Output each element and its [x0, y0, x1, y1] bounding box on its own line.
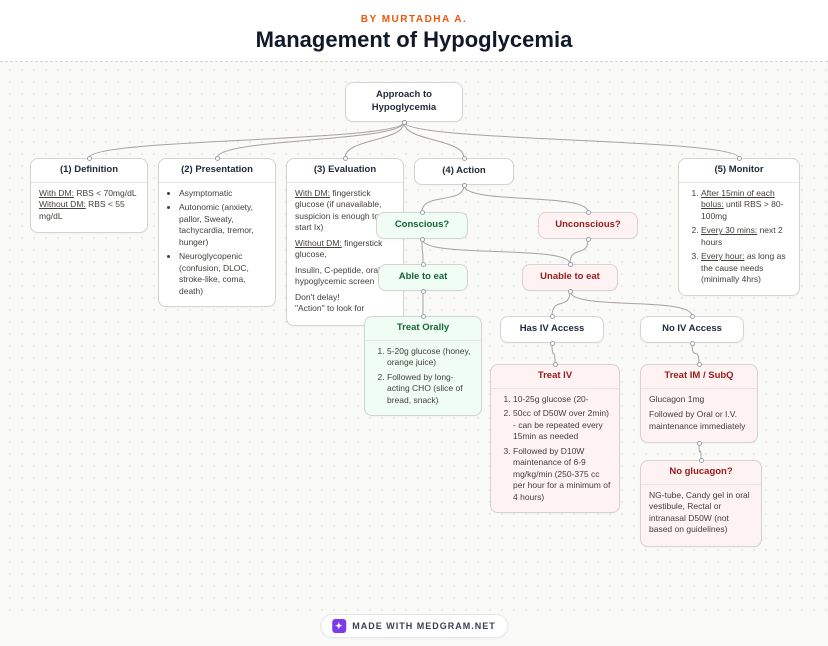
node-title: Approach to Hypoglycemia: [354, 89, 454, 115]
node-no_gluc[interactable]: No glucagon? NG-tube, Candy gel in oral v…: [640, 460, 762, 547]
node-title: No IV Access: [649, 323, 735, 336]
node-body: 5-20g glucose (honey, orange juice)Follo…: [373, 346, 473, 406]
connector-dot: [462, 156, 467, 161]
node-title: (3) Evaluation: [287, 159, 403, 183]
connector-dot: [421, 262, 426, 267]
node-title: No glucagon?: [641, 461, 761, 485]
connector-dot: [420, 237, 425, 242]
header: BY MURTADHA A. Management of Hypoglycemi…: [0, 0, 828, 62]
made-with-badge[interactable]: ✦ MADE WITH MEDGRAM.NET: [320, 614, 508, 638]
connector-dot: [690, 341, 695, 346]
edge: [422, 185, 464, 212]
flowchart-canvas: Approach to Hypoglycemia (1) Definition Wi…: [0, 60, 828, 620]
node-conscious[interactable]: Conscious?: [376, 212, 468, 239]
edge: [404, 122, 464, 158]
node-title: Treat IV: [491, 365, 619, 389]
edge: [422, 239, 570, 264]
connector-dot: [699, 458, 704, 463]
edge: [345, 122, 404, 158]
edge: [464, 185, 588, 212]
node-title: Able to eat: [387, 271, 459, 284]
connector-dot: [87, 156, 92, 161]
edge: [404, 122, 739, 158]
node-definition[interactable]: (1) Definition With DM: RBS < 70mg/dLWith…: [30, 158, 148, 233]
edge: [552, 291, 570, 316]
node-title: Unable to eat: [531, 271, 609, 284]
node-no_iv[interactable]: No IV Access: [640, 316, 744, 343]
node-title: Conscious?: [385, 219, 459, 232]
connector-dot: [421, 314, 426, 319]
connector-dot: [568, 289, 573, 294]
connector-dot: [343, 156, 348, 161]
medgram-logo-icon: ✦: [332, 619, 346, 633]
node-action[interactable]: (4) Action: [414, 158, 514, 185]
connector-dot: [550, 314, 555, 319]
node-title: Treat Orally: [365, 317, 481, 341]
node-title: (4) Action: [423, 165, 505, 178]
node-root[interactable]: Approach to Hypoglycemia: [345, 82, 463, 122]
node-treat_im[interactable]: Treat IM / SubQ Glucagon 1mgFollowed by O…: [640, 364, 758, 443]
node-title: (5) Monitor: [679, 159, 799, 183]
connector-dot: [586, 237, 591, 242]
connector-dot: [550, 341, 555, 346]
node-body: With DM: RBS < 70mg/dLWithout DM: RBS < …: [39, 188, 139, 222]
node-unconscious[interactable]: Unconscious?: [538, 212, 638, 239]
edge: [422, 239, 423, 264]
connector-dot: [697, 441, 702, 446]
edge: [552, 343, 555, 364]
node-treat_iv[interactable]: Treat IV 10-25g glucose (20-50cc of D50W …: [490, 364, 620, 513]
node-unable[interactable]: Unable to eat: [522, 264, 618, 291]
connector-dot: [568, 262, 573, 267]
edge: [570, 239, 588, 264]
edge: [89, 122, 404, 158]
node-title: (2) Presentation: [159, 159, 275, 183]
node-monitor[interactable]: (5) Monitor After 15min of each bolus: un…: [678, 158, 800, 296]
node-evaluation[interactable]: (3) Evaluation With DM: fingerstick gluco…: [286, 158, 404, 326]
connector-dot: [690, 314, 695, 319]
connector-dot: [553, 362, 558, 367]
edge: [570, 291, 692, 316]
node-has_iv[interactable]: Has IV Access: [500, 316, 604, 343]
byline: BY MURTADHA A.: [0, 14, 828, 25]
edge: [217, 122, 404, 158]
connector-dot: [697, 362, 702, 367]
connector-dot: [402, 120, 407, 125]
node-title: Unconscious?: [547, 219, 629, 232]
connector-dot: [421, 289, 426, 294]
edge: [692, 343, 699, 364]
node-able[interactable]: Able to eat: [378, 264, 468, 291]
node-body: Glucagon 1mgFollowed by Oral or I.V. mai…: [649, 394, 749, 432]
node-body: AsymptomaticAutonomic (anxiety, pallor, …: [167, 188, 267, 297]
connector-dot: [586, 210, 591, 215]
made-with-label: MADE WITH MEDGRAM.NET: [352, 621, 496, 631]
connector-dot: [737, 156, 742, 161]
node-body: 10-25g glucose (20-50cc of D50W over 2mi…: [499, 394, 611, 503]
node-presentation[interactable]: (2) Presentation AsymptomaticAutonomic (a…: [158, 158, 276, 307]
connector-dot: [215, 156, 220, 161]
node-body: With DM: fingerstick glucose (if unavail…: [295, 188, 395, 315]
page-title: Management of Hypoglycemia: [0, 27, 828, 53]
node-body: NG-tube, Candy gel in oral vestibule, Re…: [649, 490, 753, 536]
node-body: After 15min of each bolus: until RBS > 8…: [687, 188, 791, 286]
connector-dot: [420, 210, 425, 215]
node-title: (1) Definition: [31, 159, 147, 183]
node-title: Treat IM / SubQ: [641, 365, 757, 389]
node-treat_oral[interactable]: Treat Orally 5-20g glucose (honey, orange…: [364, 316, 482, 416]
connector-dot: [462, 183, 467, 188]
node-title: Has IV Access: [509, 323, 595, 336]
